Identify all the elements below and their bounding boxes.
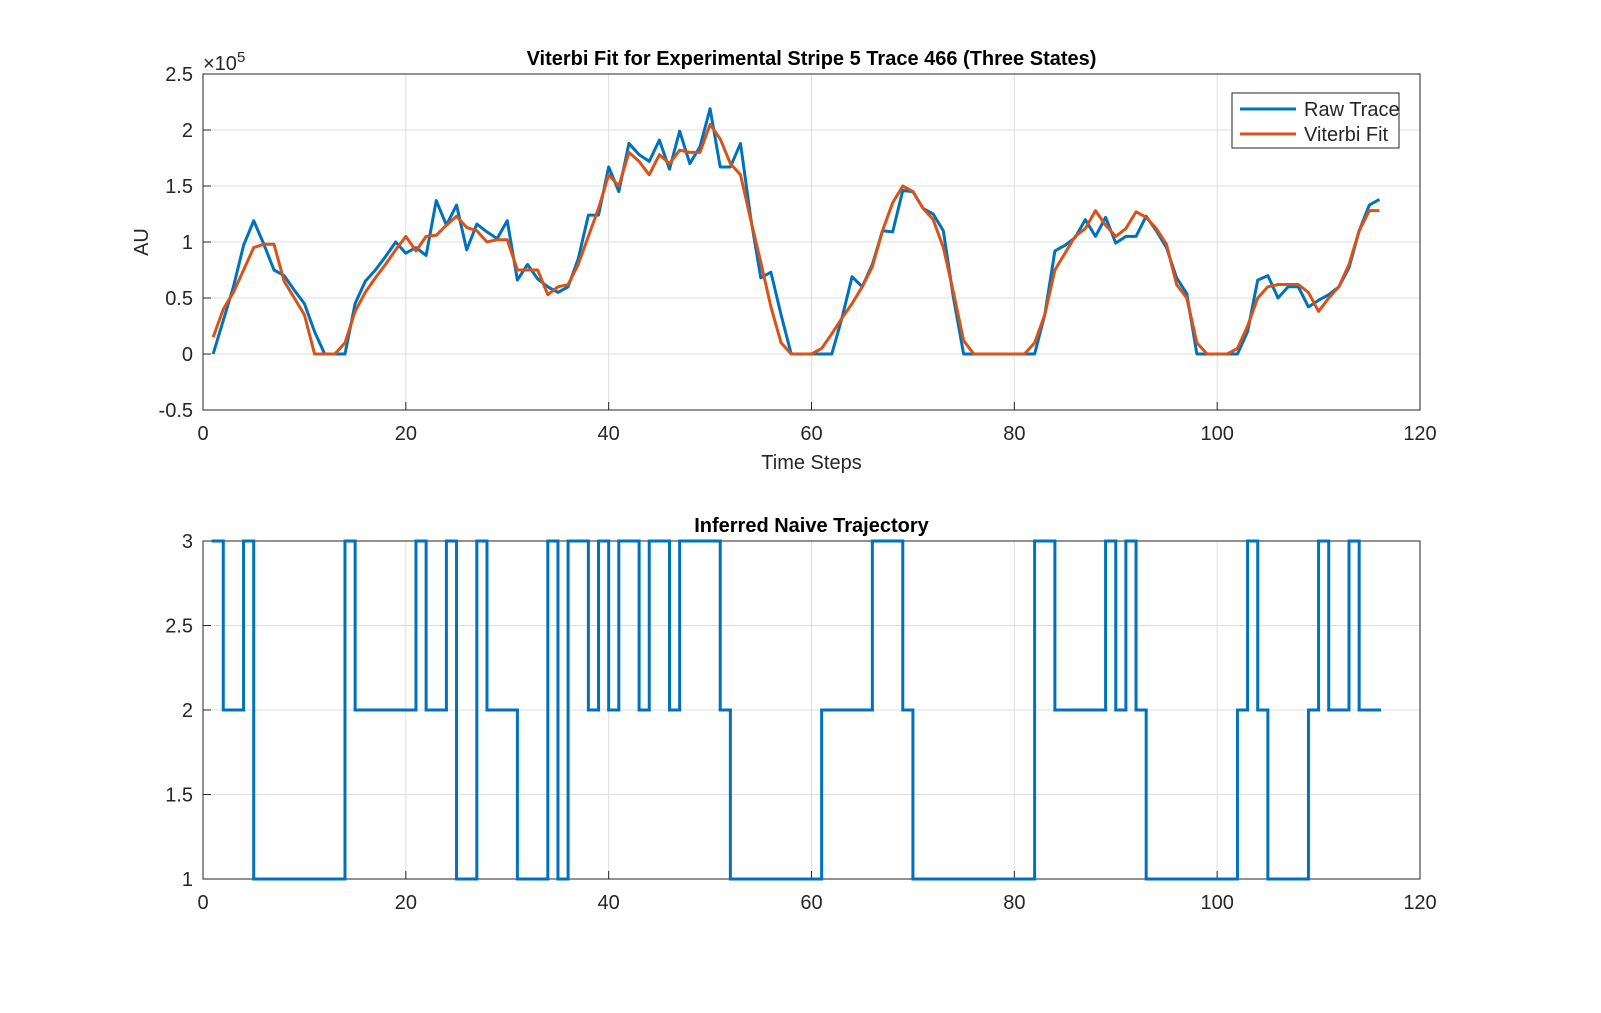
y-tick-label: 1.5 (165, 176, 193, 198)
x-tick-label: 0 (197, 892, 208, 914)
y-tick-label: 1.5 (165, 785, 193, 807)
y-tick-label: 1 (182, 869, 193, 891)
y-tick-label: 0.5 (165, 288, 193, 310)
y-tick-label: 1 (182, 232, 193, 254)
y-multiplier: ×105 (203, 49, 245, 75)
y-axis-label: AU (131, 228, 153, 256)
y-tick-label: 2 (182, 700, 193, 722)
x-tick-label: 20 (395, 423, 417, 445)
x-tick-label: 120 (1403, 423, 1436, 445)
x-tick-label: 20 (395, 892, 417, 914)
multiplier-base: ×10 (203, 53, 237, 75)
legend-label: Raw Trace (1304, 99, 1400, 121)
multiplier-power: 5 (237, 49, 245, 66)
y-tick-label: 2 (182, 120, 193, 142)
y-tick-label: -0.5 (159, 400, 193, 422)
y-tick-label: 2.5 (165, 616, 193, 638)
y-tick-label: 3 (182, 531, 193, 553)
x-tick-label: 60 (800, 892, 822, 914)
y-tick-label: 0 (182, 344, 193, 366)
x-axis-label: Time Steps (761, 452, 861, 474)
legend-label: Viterbi Fit (1304, 124, 1389, 146)
x-tick-label: 60 (800, 423, 822, 445)
x-tick-label: 0 (197, 423, 208, 445)
x-tick-label: 40 (598, 423, 620, 445)
x-tick-label: 100 (1200, 423, 1233, 445)
legend-box (1231, 92, 1400, 149)
x-tick-label: 80 (1003, 892, 1025, 914)
y-tick-label: 2.5 (165, 64, 193, 86)
chart-title: Inferred Naive Trajectory (694, 515, 929, 537)
axes-box (202, 73, 1421, 411)
x-tick-label: 120 (1403, 892, 1436, 914)
x-tick-label: 80 (1003, 423, 1025, 445)
data-line (211, 122, 1380, 356)
chart-title: Viterbi Fit for Experimental Stripe 5 Tr… (527, 48, 1097, 70)
x-tick-label: 100 (1200, 892, 1233, 914)
x-tick-label: 40 (598, 892, 620, 914)
